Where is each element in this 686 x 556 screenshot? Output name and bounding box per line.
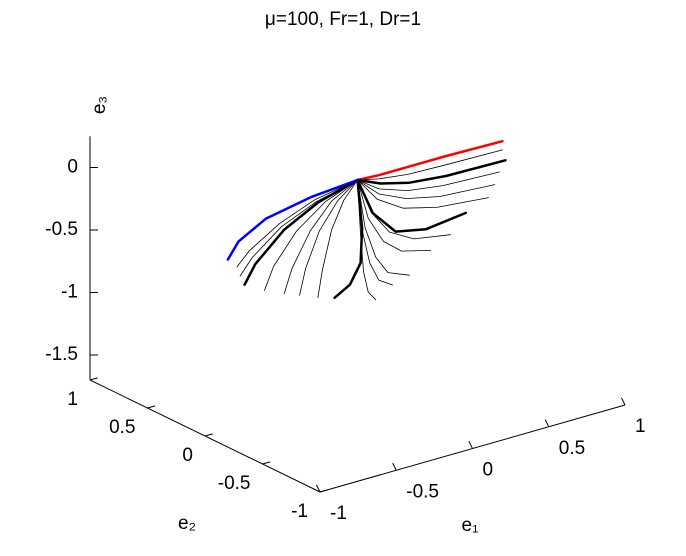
y-tick-label: 1 xyxy=(67,389,78,410)
trajectory xyxy=(239,179,358,277)
y-tick-label: 0.5 xyxy=(109,417,135,438)
x-tick xyxy=(315,484,321,493)
trajectory xyxy=(357,179,432,252)
z-axis-label: e₃ xyxy=(89,96,110,114)
trajectory xyxy=(356,178,468,233)
trajectory xyxy=(356,139,504,182)
z-tick-label: -1.5 xyxy=(45,344,78,365)
z-tick-label: -1 xyxy=(61,282,78,303)
x-tick xyxy=(620,397,626,406)
x-tick-label: 1 xyxy=(635,416,646,437)
z-tick-label: 0 xyxy=(67,157,78,178)
chart-title: μ=100, Fr=1, Dr=1 xyxy=(265,9,421,30)
y-tick xyxy=(319,489,328,493)
trajectory xyxy=(333,178,364,300)
y-tick xyxy=(147,405,156,409)
z-tick-label: -0.5 xyxy=(45,219,78,240)
trajectory xyxy=(243,178,359,286)
trajectory xyxy=(236,179,358,268)
trajectory xyxy=(299,179,358,296)
trajectory xyxy=(356,159,507,185)
y-tick xyxy=(204,433,213,437)
trajectory xyxy=(357,179,410,276)
x-tick xyxy=(544,419,550,427)
x-tick-label: -1 xyxy=(330,503,347,524)
x-tick-label: -0.5 xyxy=(406,481,439,502)
trajectory xyxy=(357,179,377,301)
y-tick-label: -1 xyxy=(291,501,308,522)
trajectory xyxy=(357,179,489,209)
trajectory xyxy=(317,179,358,298)
y-tick-label: 0 xyxy=(182,445,193,466)
trajectory xyxy=(264,179,358,291)
trajectory xyxy=(357,171,500,191)
y-tick xyxy=(262,461,271,465)
trajectory xyxy=(357,149,503,181)
x-axis-label: e₁ xyxy=(462,515,479,536)
y-tick-label: -0.5 xyxy=(218,473,251,494)
x-tick xyxy=(392,462,397,471)
x-tick xyxy=(468,441,473,449)
trajectory xyxy=(357,179,496,199)
y-axis-label: e₂ xyxy=(178,513,196,534)
y-tick xyxy=(89,377,98,381)
trajectory xyxy=(357,179,451,240)
x-tick-label: 0 xyxy=(483,460,494,481)
trajectory xyxy=(226,178,359,261)
x-tick-label: 0.5 xyxy=(559,438,585,459)
trajectory xyxy=(283,179,358,294)
